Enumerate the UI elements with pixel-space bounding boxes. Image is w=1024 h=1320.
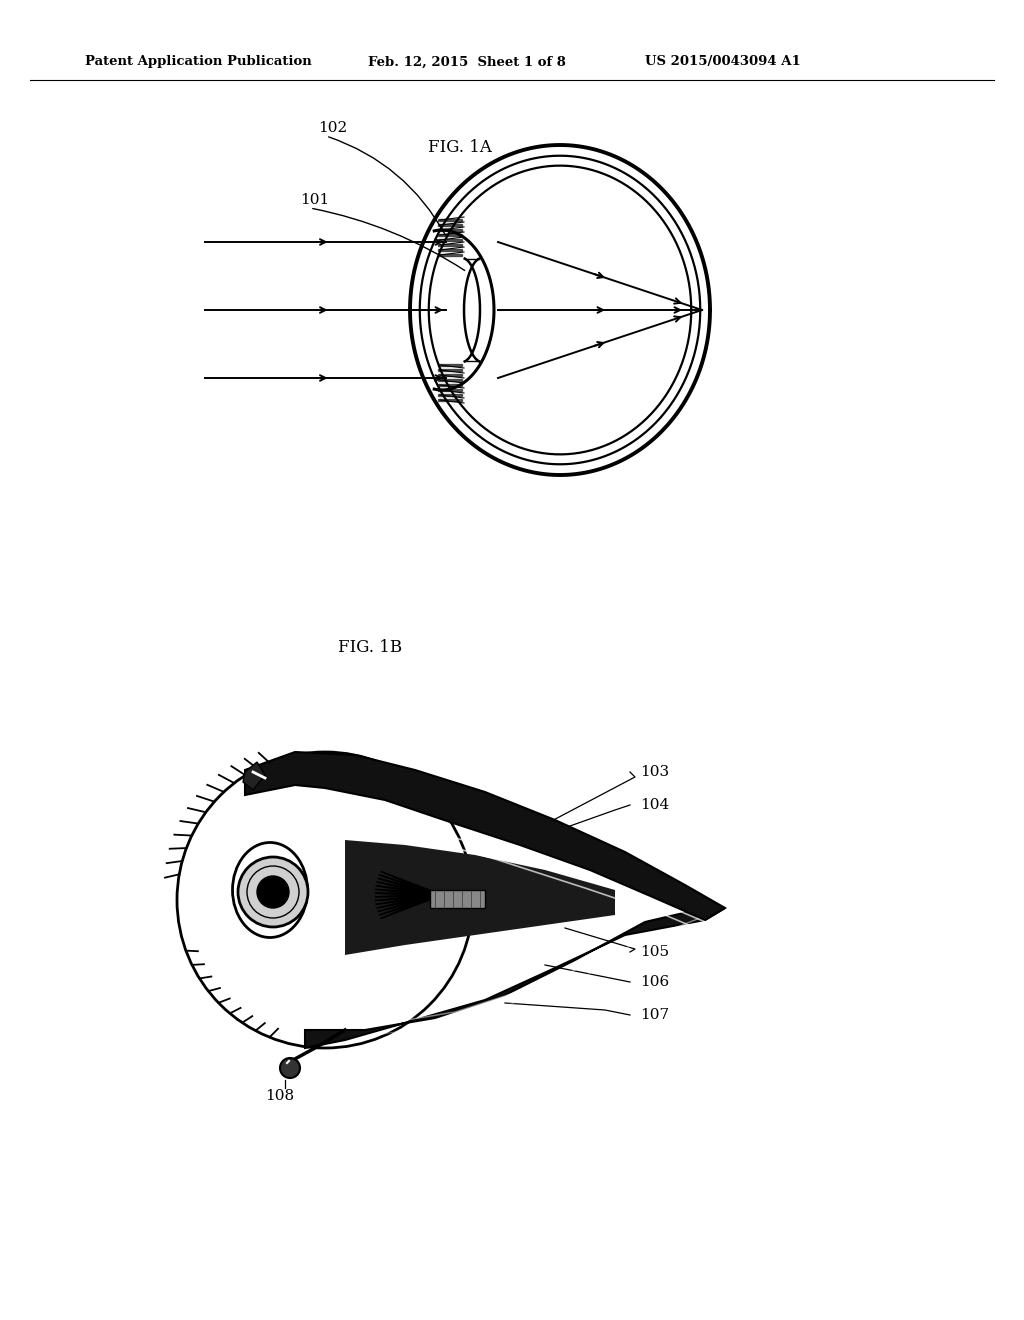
Polygon shape bbox=[438, 379, 462, 381]
Circle shape bbox=[280, 1059, 300, 1078]
Polygon shape bbox=[438, 253, 462, 256]
Text: 102: 102 bbox=[318, 121, 347, 135]
Polygon shape bbox=[378, 896, 430, 912]
Polygon shape bbox=[438, 364, 462, 366]
Text: FIG. 1A: FIG. 1A bbox=[428, 140, 492, 157]
Text: Feb. 12, 2015  Sheet 1 of 8: Feb. 12, 2015 Sheet 1 of 8 bbox=[368, 55, 566, 69]
Polygon shape bbox=[345, 840, 615, 954]
Polygon shape bbox=[438, 370, 462, 371]
Text: 106: 106 bbox=[640, 975, 670, 989]
Polygon shape bbox=[376, 886, 430, 895]
Text: FIG. 1B: FIG. 1B bbox=[338, 639, 402, 656]
Text: US 2015/0043094 A1: US 2015/0043094 A1 bbox=[645, 55, 801, 69]
Polygon shape bbox=[245, 752, 725, 920]
Polygon shape bbox=[379, 875, 430, 892]
Polygon shape bbox=[377, 896, 430, 908]
Polygon shape bbox=[375, 894, 430, 896]
Text: 104: 104 bbox=[640, 799, 670, 812]
Polygon shape bbox=[438, 244, 462, 246]
Circle shape bbox=[257, 876, 289, 908]
Text: 103: 103 bbox=[640, 766, 669, 779]
Polygon shape bbox=[379, 898, 430, 915]
Polygon shape bbox=[376, 895, 430, 900]
Polygon shape bbox=[438, 228, 462, 231]
Polygon shape bbox=[438, 219, 462, 220]
Circle shape bbox=[238, 857, 308, 927]
Polygon shape bbox=[438, 234, 462, 236]
Circle shape bbox=[177, 752, 473, 1048]
Ellipse shape bbox=[232, 842, 307, 937]
Polygon shape bbox=[438, 389, 462, 391]
Polygon shape bbox=[381, 898, 430, 919]
Text: 107: 107 bbox=[640, 1008, 669, 1022]
Polygon shape bbox=[376, 895, 430, 904]
Polygon shape bbox=[438, 224, 462, 226]
Polygon shape bbox=[376, 890, 430, 895]
Text: 108: 108 bbox=[265, 1089, 294, 1104]
Text: 105: 105 bbox=[640, 945, 669, 960]
Polygon shape bbox=[375, 894, 430, 896]
Polygon shape bbox=[438, 393, 462, 396]
Text: 101: 101 bbox=[300, 193, 330, 207]
Polygon shape bbox=[438, 374, 462, 376]
Polygon shape bbox=[243, 762, 265, 789]
Polygon shape bbox=[381, 871, 430, 892]
Polygon shape bbox=[438, 399, 462, 401]
Text: Patent Application Publication: Patent Application Publication bbox=[85, 55, 311, 69]
Polygon shape bbox=[438, 249, 462, 251]
Polygon shape bbox=[305, 908, 725, 1048]
Bar bbox=[430, 890, 485, 908]
Polygon shape bbox=[377, 882, 430, 894]
Polygon shape bbox=[378, 878, 430, 894]
Polygon shape bbox=[438, 384, 462, 385]
Polygon shape bbox=[438, 239, 462, 242]
